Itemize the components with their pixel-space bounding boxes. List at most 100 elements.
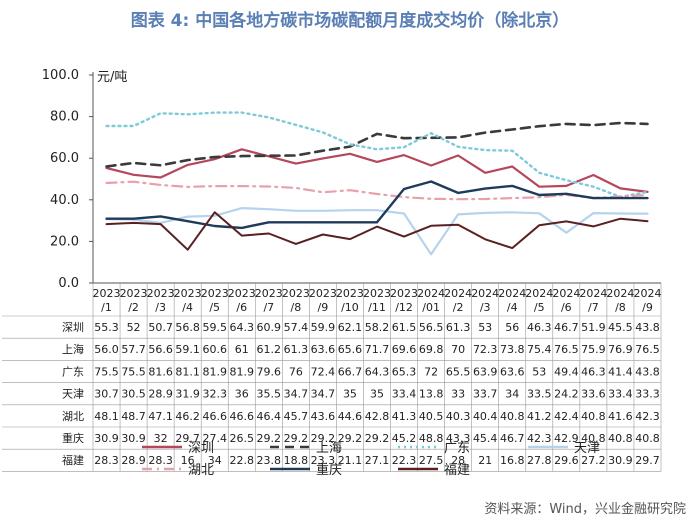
y-tick-label: 0.0 (58, 276, 79, 291)
y-tick-label: 80.0 (50, 110, 79, 125)
table-cell-value: 34 (505, 388, 519, 401)
table-cell-value: 52 (127, 321, 141, 334)
table-cell-value: 60.9 (257, 321, 282, 334)
table-cell-value: 69.8 (419, 343, 444, 356)
table-series-name: 深圳 (62, 321, 84, 334)
table-cell-value: 29.2 (311, 432, 336, 445)
table-cell-value: 81.9 (230, 365, 255, 378)
table-cell-value: 48.1 (94, 410, 119, 423)
chart-title: 图表 4: 中国各地方碳市场碳配额月度成交均价（除北京） (130, 11, 570, 31)
x-tick-label-month: /1 (101, 301, 112, 314)
table-cell-value: 33.5 (527, 388, 552, 401)
table-cell-value: 81.9 (202, 365, 227, 378)
table-cell-value: 46.3 (527, 321, 552, 334)
table-cell-value: 56 (505, 321, 519, 334)
x-tick-label-month: /5 (209, 301, 220, 314)
table-cell-value: 47.1 (148, 410, 173, 423)
table-cell-value: 40.8 (500, 410, 525, 423)
table-cell-value: 41.6 (608, 410, 633, 423)
table-cell-value: 61.5 (392, 321, 417, 334)
table-cell-value: 43.8 (635, 365, 660, 378)
table-cell-value: 44.6 (338, 410, 363, 423)
x-tick-label-month: /11 (368, 301, 386, 314)
table-cell-value: 56.0 (94, 343, 119, 356)
legend-label: 天津 (574, 441, 600, 456)
x-tick-label-month: /6 (561, 301, 572, 314)
table-cell-value: 46.7 (500, 432, 525, 445)
table-cell-value: 69.6 (392, 343, 417, 356)
x-tick-label-year: 2023 (363, 287, 391, 300)
table-cell-value: 48.7 (121, 410, 146, 423)
table-cell-value: 66.7 (338, 365, 363, 378)
table-cell-value: 60.6 (202, 343, 227, 356)
x-tick-label-month: /4 (182, 301, 193, 314)
table-cell-value: 56.5 (419, 321, 444, 334)
table-cell-value: 31.9 (175, 388, 200, 401)
series-line (105, 180, 649, 201)
x-tick-label-year: 2023 (282, 287, 310, 300)
table-cell-value: 59.5 (202, 321, 227, 334)
table-cell-value: 75.5 (94, 365, 119, 378)
table-cell-value: 61.2 (257, 343, 282, 356)
table-cell-value: 41.4 (608, 365, 633, 378)
table-cell-value: 45.5 (608, 321, 633, 334)
table-cell-value: 63.9 (473, 365, 498, 378)
table-cell-value: 65.6 (338, 343, 363, 356)
table-cell-value: 34 (208, 454, 222, 467)
table-cell-value: 40.3 (446, 410, 471, 423)
table-cell-value: 27.2 (581, 454, 606, 467)
legend-label: 重庆 (316, 462, 342, 478)
table-cell-value: 33.7 (473, 388, 498, 401)
table-cell-value: 76 (289, 365, 303, 378)
series-line (105, 211, 649, 251)
table-cell-value: 61.3 (284, 343, 309, 356)
table-cell-value: 45.4 (473, 432, 498, 445)
x-tick-label-year: 2023 (147, 287, 175, 300)
table-cell-value: 65.5 (446, 365, 471, 378)
table-cell-value: 40.4 (473, 410, 498, 423)
table-cell-value: 49.4 (554, 365, 579, 378)
table-cell-value: 35 (370, 388, 384, 401)
series-line (105, 148, 649, 193)
table-cell-value: 65.3 (392, 365, 417, 378)
table-cell-value: 29.6 (554, 454, 579, 467)
table-cell-value: 21.1 (338, 454, 363, 467)
x-tick-label-year: 2023 (201, 287, 229, 300)
x-tick-label-year: 2023 (93, 287, 121, 300)
x-tick-label-year: 2023 (255, 287, 283, 300)
table-series-name: 福建 (62, 453, 84, 467)
x-tick-label-month: /2 (128, 301, 139, 314)
table-cell-value: 42.8 (365, 410, 390, 423)
table-cell-value: 64.3 (365, 365, 390, 378)
table-cell-value: 24.2 (554, 388, 579, 401)
x-tick-label-month: /7 (263, 301, 274, 314)
table-cell-value: 30.9 (94, 432, 119, 445)
table-cell-value: 40.8 (581, 432, 606, 445)
table-cell-value: 23.8 (257, 454, 282, 467)
legend-label: 广东 (444, 441, 470, 456)
table-cell-value: 70 (451, 343, 465, 356)
table-cell-value: 27.1 (365, 454, 390, 467)
table-cell-value: 27.5 (419, 454, 444, 467)
x-tick-label-year: 2023 (174, 287, 202, 300)
x-tick-label-year: 2024 (552, 287, 580, 300)
table-series-name: 湖北 (62, 410, 84, 423)
source-note: 资料来源：Wind，兴业金融研究院 (484, 502, 686, 517)
table-cell-value: 63.6 (500, 365, 525, 378)
x-tick-label-month: /01 (422, 301, 440, 314)
table-series-name: 广东 (62, 365, 84, 378)
x-tick-label-month: /8 (615, 301, 626, 314)
legend-label: 上海 (316, 441, 342, 456)
table-cell-value: 32.3 (202, 388, 227, 401)
table-cell-value: 46.6 (202, 410, 227, 423)
y-tick-label: 40.0 (50, 193, 79, 208)
x-tick-label-month: /3 (480, 301, 491, 314)
x-tick-label-year: 2024 (444, 287, 472, 300)
table-cell-value: 75.5 (121, 365, 146, 378)
table-cell-value: 28.9 (121, 454, 146, 467)
x-tick-label-month: /9 (318, 301, 329, 314)
table-cell-value: 28.3 (148, 454, 173, 467)
table-series-name: 重庆 (62, 431, 84, 445)
x-tick-label-month: /2 (453, 301, 464, 314)
table-cell-value: 59.9 (311, 321, 336, 334)
